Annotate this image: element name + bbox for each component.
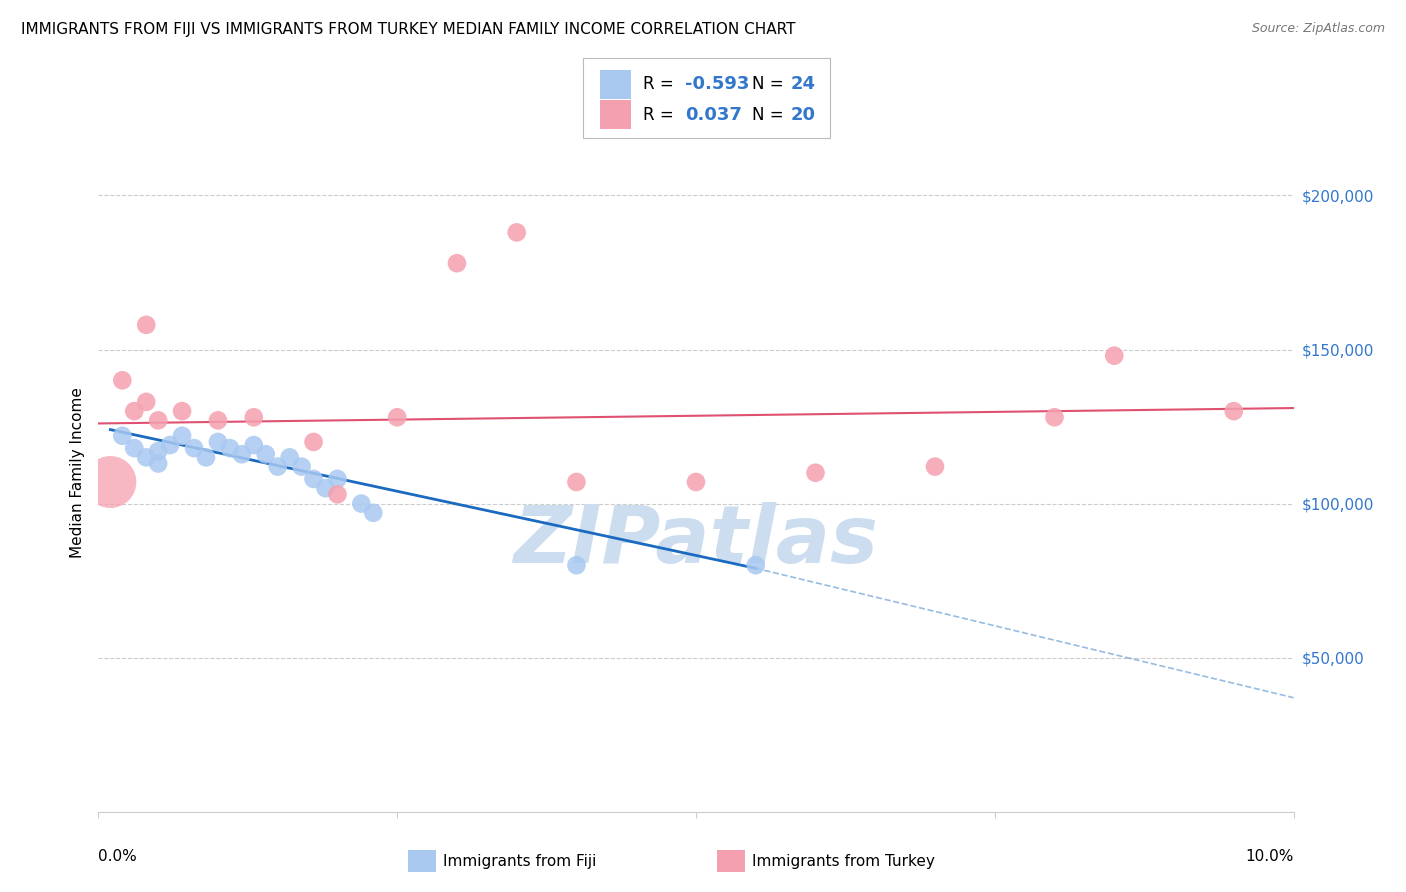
Point	[565, 558, 588, 573]
Point	[315, 481, 337, 495]
Text: N =: N =	[752, 105, 789, 124]
Text: 24: 24	[790, 75, 815, 94]
Text: ZIPatlas: ZIPatlas	[513, 501, 879, 580]
Text: 0.0%: 0.0%	[98, 849, 138, 864]
Point	[363, 506, 385, 520]
Point	[100, 475, 122, 489]
Text: Source: ZipAtlas.com: Source: ZipAtlas.com	[1251, 22, 1385, 36]
Text: 10.0%: 10.0%	[1246, 849, 1294, 864]
Point	[111, 429, 134, 443]
Point	[148, 457, 170, 471]
Point	[111, 373, 134, 387]
Y-axis label: Median Family Income: Median Family Income	[69, 387, 84, 558]
Point	[172, 429, 194, 443]
Point	[124, 404, 146, 418]
Point	[243, 410, 266, 425]
Point	[326, 472, 349, 486]
Point	[278, 450, 301, 465]
Text: R =: R =	[643, 75, 679, 94]
Point	[446, 256, 468, 270]
Point	[148, 413, 170, 427]
Point	[183, 441, 205, 455]
Text: N =: N =	[752, 75, 789, 94]
Point	[231, 447, 253, 461]
Point	[1223, 404, 1246, 418]
Text: R =: R =	[643, 105, 679, 124]
Point	[172, 404, 194, 418]
Point	[135, 450, 157, 465]
Text: Immigrants from Fiji: Immigrants from Fiji	[443, 855, 596, 869]
Point	[148, 444, 170, 458]
Point	[135, 395, 157, 409]
Point	[207, 434, 229, 449]
Point	[565, 475, 588, 489]
Text: -0.593: -0.593	[685, 75, 749, 94]
Point	[135, 318, 157, 332]
Point	[207, 413, 229, 427]
Point	[1043, 410, 1066, 425]
Point	[243, 438, 266, 452]
Point	[291, 459, 314, 474]
Point	[124, 441, 146, 455]
Text: 0.037: 0.037	[685, 105, 741, 124]
Point	[385, 410, 409, 425]
Point	[804, 466, 827, 480]
Point	[1104, 349, 1126, 363]
Point	[219, 441, 242, 455]
Point	[506, 226, 529, 240]
Point	[302, 472, 325, 486]
Point	[924, 459, 946, 474]
Text: 20: 20	[790, 105, 815, 124]
Point	[685, 475, 707, 489]
Point	[745, 558, 768, 573]
Point	[195, 450, 218, 465]
Text: Immigrants from Turkey: Immigrants from Turkey	[752, 855, 935, 869]
Point	[326, 487, 349, 501]
Point	[350, 497, 373, 511]
Point	[159, 438, 181, 452]
Point	[254, 447, 277, 461]
Point	[302, 434, 325, 449]
Text: IMMIGRANTS FROM FIJI VS IMMIGRANTS FROM TURKEY MEDIAN FAMILY INCOME CORRELATION : IMMIGRANTS FROM FIJI VS IMMIGRANTS FROM …	[21, 22, 796, 37]
Point	[267, 459, 290, 474]
